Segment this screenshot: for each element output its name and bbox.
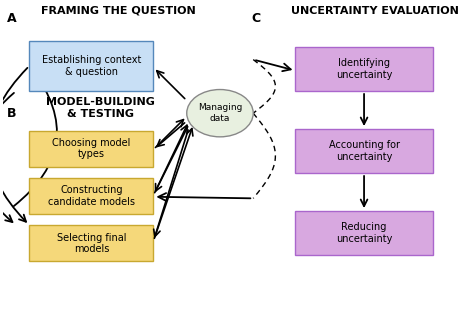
Text: A: A — [7, 12, 17, 25]
Text: C: C — [251, 12, 260, 25]
FancyBboxPatch shape — [295, 47, 433, 91]
Text: MODEL-BUILDING
& TESTING: MODEL-BUILDING & TESTING — [46, 97, 155, 119]
FancyBboxPatch shape — [295, 129, 433, 173]
FancyBboxPatch shape — [29, 178, 154, 214]
Text: Identifying
uncertainty: Identifying uncertainty — [336, 58, 392, 80]
Text: Accounting for
uncertainty: Accounting for uncertainty — [328, 140, 400, 162]
Text: Reducing
uncertainty: Reducing uncertainty — [336, 222, 392, 244]
Text: B: B — [7, 107, 17, 120]
FancyBboxPatch shape — [295, 211, 433, 255]
FancyBboxPatch shape — [29, 131, 154, 167]
Text: Choosing model
types: Choosing model types — [52, 138, 131, 160]
Text: Selecting final
models: Selecting final models — [57, 232, 126, 254]
FancyArrowPatch shape — [14, 70, 57, 206]
FancyBboxPatch shape — [29, 225, 154, 261]
Text: Constructing
candidate models: Constructing candidate models — [48, 185, 135, 207]
Text: Establishing context
& question: Establishing context & question — [42, 55, 141, 77]
FancyArrowPatch shape — [0, 93, 14, 222]
Text: FRAMING THE QUESTION: FRAMING THE QUESTION — [41, 6, 195, 16]
Text: Managing
data: Managing data — [198, 103, 242, 123]
Text: UNCERTAINTY EVALUATION: UNCERTAINTY EVALUATION — [291, 6, 459, 16]
FancyBboxPatch shape — [29, 41, 154, 91]
FancyArrowPatch shape — [0, 68, 27, 222]
Ellipse shape — [187, 90, 253, 137]
